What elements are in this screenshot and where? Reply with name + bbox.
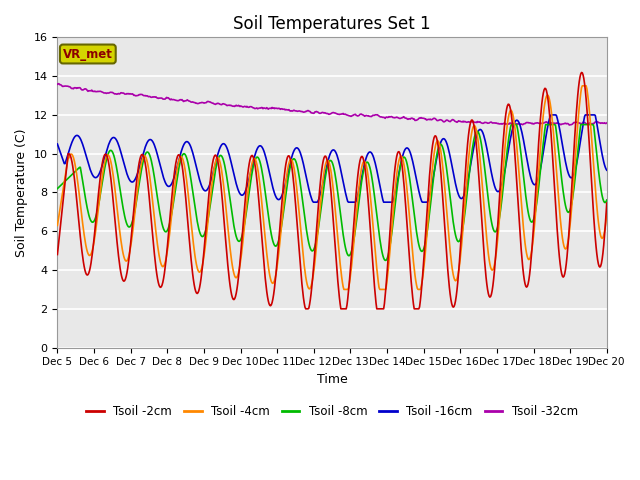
Y-axis label: Soil Temperature (C): Soil Temperature (C) [15,128,28,257]
Legend: Tsoil -2cm, Tsoil -4cm, Tsoil -8cm, Tsoil -16cm, Tsoil -32cm: Tsoil -2cm, Tsoil -4cm, Tsoil -8cm, Tsoi… [82,400,582,422]
Text: VR_met: VR_met [63,48,113,60]
Title: Soil Temperatures Set 1: Soil Temperatures Set 1 [233,15,431,33]
X-axis label: Time: Time [317,373,348,386]
